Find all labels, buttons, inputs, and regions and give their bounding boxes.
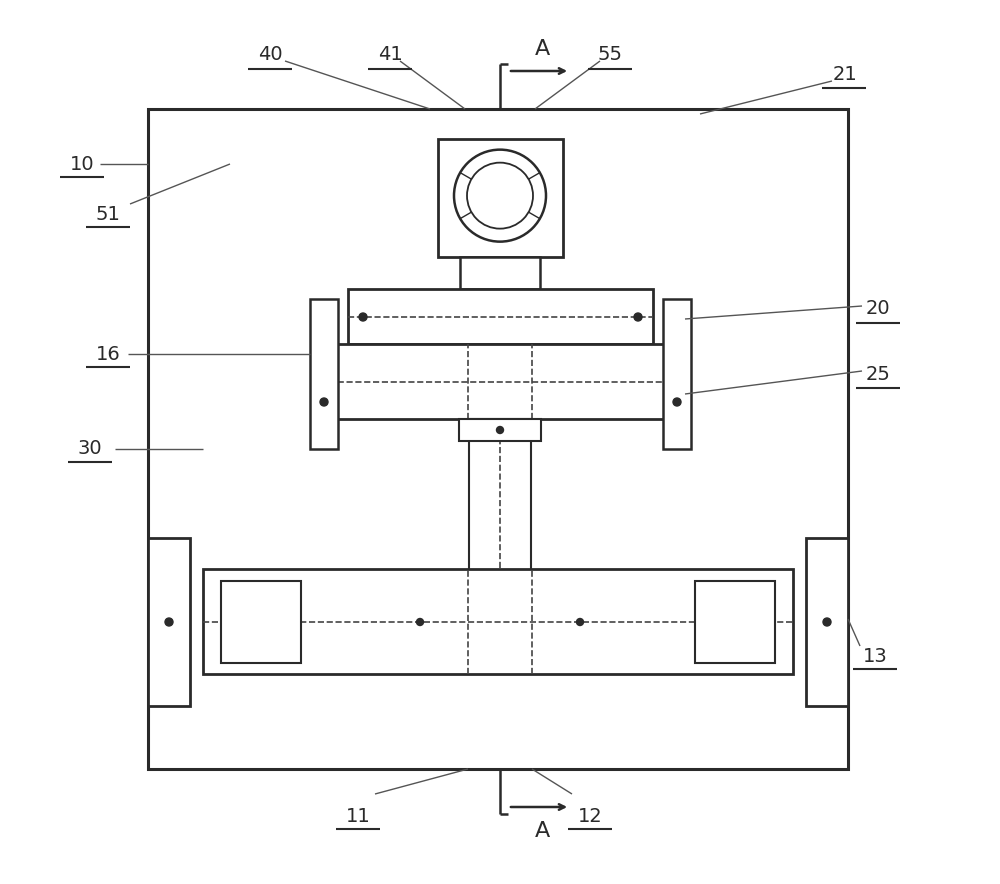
Text: 10: 10 <box>70 155 94 173</box>
Circle shape <box>359 313 367 321</box>
Circle shape <box>165 618 173 626</box>
Circle shape <box>496 426 504 433</box>
Bar <box>663 299 691 449</box>
Circle shape <box>634 313 642 321</box>
Text: 55: 55 <box>598 44 622 64</box>
Bar <box>459 419 541 441</box>
Text: 25: 25 <box>866 364 890 384</box>
Text: 11: 11 <box>346 806 370 826</box>
Text: 30: 30 <box>78 439 102 459</box>
Bar <box>695 581 775 663</box>
Text: 41: 41 <box>378 44 402 64</box>
Bar <box>469 419 531 674</box>
Bar <box>320 344 680 419</box>
Bar <box>348 289 653 344</box>
Circle shape <box>320 398 328 406</box>
Bar <box>148 109 848 769</box>
Bar <box>203 569 793 674</box>
Text: 13: 13 <box>863 646 887 666</box>
Text: 12: 12 <box>578 806 602 826</box>
Text: 21: 21 <box>833 65 857 83</box>
Text: 16: 16 <box>96 345 120 363</box>
Circle shape <box>576 619 584 626</box>
Bar <box>438 139 563 257</box>
Text: A: A <box>534 821 550 841</box>
Text: A: A <box>534 39 550 59</box>
Circle shape <box>673 398 681 406</box>
Text: 51: 51 <box>96 204 120 224</box>
Bar <box>221 581 301 663</box>
Bar <box>148 538 190 706</box>
Bar <box>806 538 848 706</box>
Text: 40: 40 <box>258 44 282 64</box>
Bar <box>310 299 338 449</box>
Text: 20: 20 <box>866 300 890 318</box>
Circle shape <box>823 618 831 626</box>
Circle shape <box>416 619 424 626</box>
Bar <box>460 257 540 289</box>
